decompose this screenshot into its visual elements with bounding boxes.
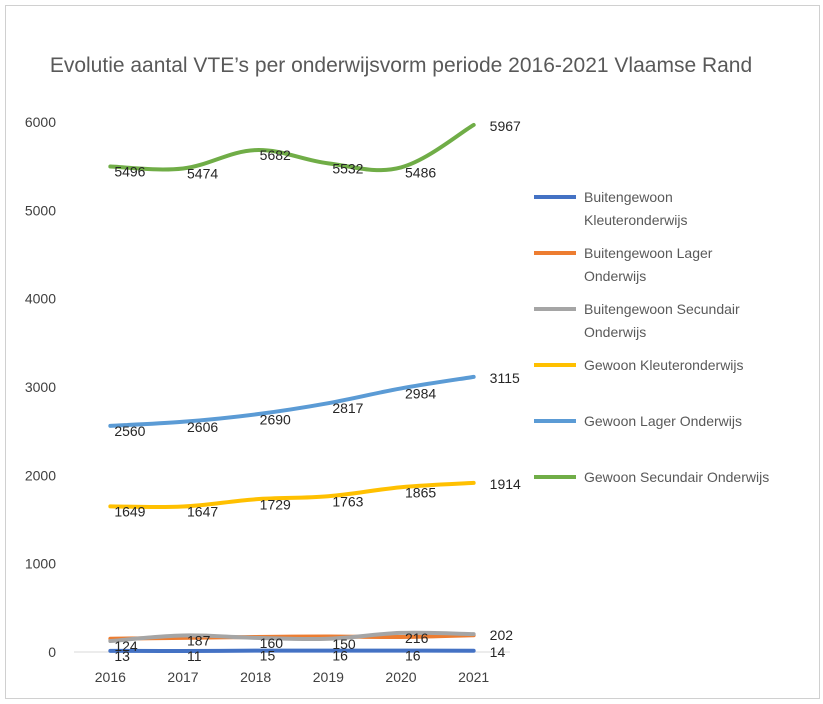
- data-label: 5496: [114, 164, 145, 180]
- data-label: 160: [260, 635, 284, 651]
- legend-label: Buitengewoon Secundair: [584, 301, 740, 317]
- legend-item: Buitengewoon Kleuteronderwijs: [534, 189, 688, 228]
- series-line-4: [108, 480, 476, 510]
- x-axis: 2016 2017 2018 2019 2020 2021: [95, 669, 490, 685]
- y-tick-label: 6000: [25, 114, 56, 130]
- x-tick-label: 2018: [240, 669, 271, 685]
- legend-label: Onderwijs: [584, 324, 646, 340]
- x-tick-label: 2020: [385, 669, 416, 685]
- data-label: 2984: [405, 385, 436, 401]
- data-label: 2690: [260, 411, 291, 427]
- line-chart: Evolutie aantal VTE’s per onderwijsvorm …: [25, 54, 769, 685]
- y-axis: 0 1000 2000 3000 4000 5000 6000: [25, 114, 510, 660]
- series-line-6: [108, 122, 476, 173]
- data-label: 2817: [332, 400, 363, 416]
- legend-label: Buitengewoon: [584, 189, 673, 205]
- legend-item: Buitengewoon Lager Onderwijs: [534, 245, 713, 284]
- x-tick-label: 2021: [458, 669, 489, 685]
- legend-label: Gewoon Lager Onderwijs: [584, 413, 742, 429]
- y-tick-label: 1000: [25, 556, 56, 572]
- chart-frame: Evolutie aantal VTE’s per onderwijsvorm …: [5, 5, 820, 699]
- data-label: 5532: [332, 160, 363, 176]
- y-tick-label: 3000: [25, 379, 56, 395]
- data-labels: 13 11 15 16 16 14 124 187 160 150 216 202 1649 1647 17…: [114, 118, 521, 664]
- data-label: 1865: [405, 484, 436, 500]
- legend-item: Buitengewoon Secundair Onderwijs: [534, 301, 740, 340]
- data-label: 1729: [260, 496, 291, 512]
- data-label: 5967: [490, 118, 521, 134]
- legend: BuitengewoonKleuteronderwijsBuitengewoon…: [534, 189, 769, 485]
- data-label: 2606: [187, 419, 218, 435]
- legend-label: Onderwijs: [584, 268, 646, 284]
- data-label: 5486: [405, 164, 436, 180]
- series-line-5: [108, 374, 476, 428]
- series-line-3: [108, 630, 476, 644]
- x-tick-label: 2017: [167, 669, 198, 685]
- y-tick-label: 2000: [25, 467, 56, 483]
- data-label: 202: [490, 627, 514, 643]
- y-tick-label: 0: [48, 644, 56, 660]
- legend-label: Gewoon Secundair Onderwijs: [584, 469, 769, 485]
- data-label: 5682: [260, 147, 291, 163]
- data-label: 124: [114, 638, 138, 654]
- series-lines: [108, 122, 476, 654]
- chart-title: Evolutie aantal VTE’s per onderwijsvorm …: [50, 54, 752, 77]
- y-tick-label: 4000: [25, 291, 56, 307]
- data-label: 15: [260, 648, 276, 664]
- data-label: 14: [490, 644, 506, 660]
- x-tick-label: 2016: [95, 669, 126, 685]
- data-label: 150: [332, 636, 356, 652]
- legend-item: Gewoon Secundair Onderwijs: [534, 469, 769, 485]
- series-line-2: [108, 633, 476, 641]
- data-label: 5474: [187, 165, 218, 181]
- data-label: 187: [187, 632, 211, 648]
- data-label: 216: [405, 630, 429, 646]
- data-label: 11: [187, 648, 202, 664]
- data-label: 1647: [187, 504, 218, 520]
- data-label: 16: [405, 648, 421, 664]
- data-label: 1649: [114, 503, 145, 519]
- data-label: 1763: [332, 493, 363, 509]
- legend-item: Gewoon Kleuteronderwijs: [534, 357, 744, 373]
- data-label: 2560: [114, 423, 145, 439]
- legend-item: Gewoon Lager Onderwijs: [534, 413, 742, 429]
- legend-label: Gewoon Kleuteronderwijs: [584, 357, 744, 373]
- data-label: 16: [332, 648, 348, 664]
- data-label: 3115: [490, 370, 520, 386]
- x-tick-label: 2019: [313, 669, 344, 685]
- legend-label: Buitengewoon Lager: [584, 245, 713, 261]
- data-label: 1914: [490, 476, 521, 492]
- legend-label: Kleuteronderwijs: [584, 212, 688, 228]
- y-tick-label: 5000: [25, 202, 56, 218]
- data-label: 13: [114, 648, 130, 664]
